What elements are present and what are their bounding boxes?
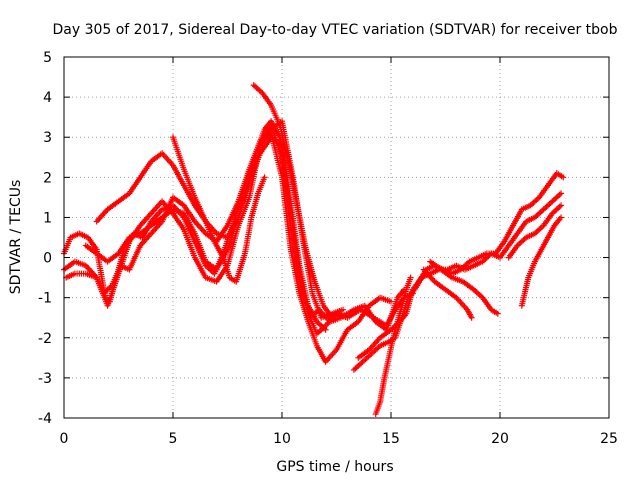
point-markers (63, 130, 394, 365)
chart-title: Day 305 of 2017, Sidereal Day-to-day VTE… (52, 22, 617, 38)
plot-frame (63, 56, 610, 419)
y-tick-label: -4 (38, 411, 52, 427)
y-tick-label: -2 (38, 331, 52, 347)
series-track-13 (518, 214, 565, 309)
axis-ticks: 0 5 10 15 20 25 -4 -3 -2 -1 0 1 2 3 4 5 (38, 50, 618, 447)
x-tick-label: 0 (60, 431, 69, 447)
x-axis-label: GPS time / hours (276, 459, 393, 475)
point-markers (518, 214, 565, 309)
point-markers (505, 202, 565, 261)
y-axis-label: SDTVAR / TECUs (8, 180, 24, 295)
point-markers (170, 134, 268, 285)
y-tick-label: 2 (43, 170, 52, 186)
point-markers (427, 258, 501, 317)
y-tick-label: 0 (43, 251, 52, 267)
y-tick-label: -3 (38, 371, 52, 387)
point-markers (250, 82, 344, 321)
x-tick-label: 10 (273, 431, 291, 447)
series-track-3 (63, 130, 394, 365)
point-markers (372, 274, 414, 417)
data-points (61, 82, 567, 417)
point-markers (82, 134, 329, 333)
y-tick-label: 1 (43, 210, 52, 226)
x-tick-label: 25 (600, 431, 618, 447)
x-tick-label: 5 (169, 431, 178, 447)
series-track-5 (170, 134, 268, 285)
y-tick-label: -1 (38, 291, 52, 307)
series-track-11 (420, 266, 475, 321)
series-track-12 (427, 258, 501, 317)
series-track-14 (505, 202, 565, 261)
point-markers (420, 266, 475, 321)
grid-lines (64, 57, 609, 418)
y-tick-label: 4 (43, 90, 52, 106)
y-tick-label: 3 (43, 130, 52, 146)
series-track-6 (250, 82, 344, 321)
series-track-7 (82, 134, 329, 333)
y-tick-label: 5 (43, 50, 52, 66)
x-tick-label: 15 (382, 431, 400, 447)
series-track-10 (372, 274, 414, 417)
x-tick-label: 20 (491, 431, 509, 447)
